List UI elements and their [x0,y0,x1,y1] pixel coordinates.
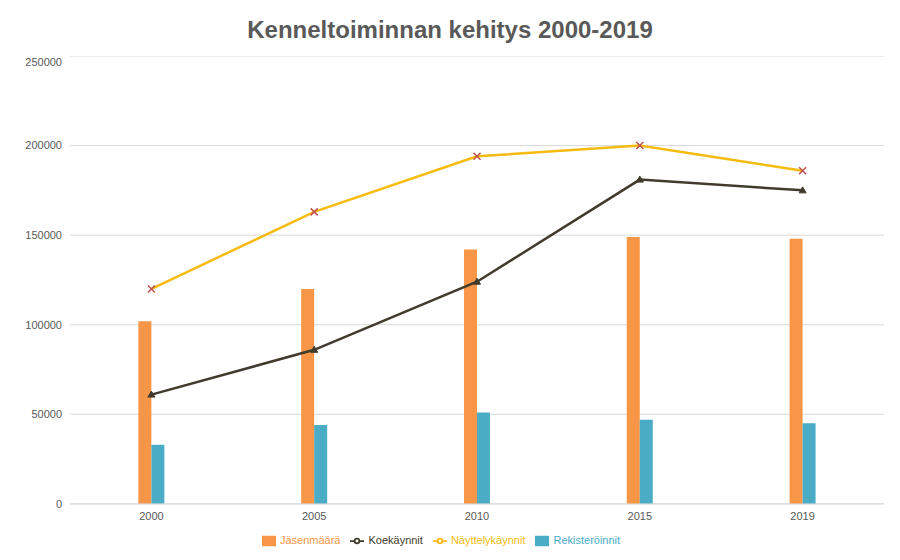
svg-text:0: 0 [56,498,62,510]
html-text:Rekisteröinnit: Rekisteröinnit [553,533,621,546]
svg-text:2015: 2015 [628,510,652,522]
svg-text:2019: 2019 [790,510,814,522]
html-text:Kenneltoiminnan kehitys 2000-2: Kenneltoiminnan kehitys 2000-2019 [247,16,653,43]
html-text:Jäsenmäärä: Jäsenmäärä [279,533,341,546]
svg-text:150000: 150000 [25,229,62,241]
svg-text:50000: 50000 [31,408,62,420]
svg-text:2010: 2010 [465,510,489,522]
svg-text:100000: 100000 [25,319,62,331]
html-text:Koekäynnit: Koekäynnit [368,533,423,546]
svg-text:2005: 2005 [302,510,326,522]
svg-text:250000: 250000 [25,56,62,68]
svg-text:2000: 2000 [139,510,163,522]
svg-text:200000: 200000 [25,139,62,151]
html-text:Näyttelykäynnit: Näyttelykäynnit [450,533,526,546]
